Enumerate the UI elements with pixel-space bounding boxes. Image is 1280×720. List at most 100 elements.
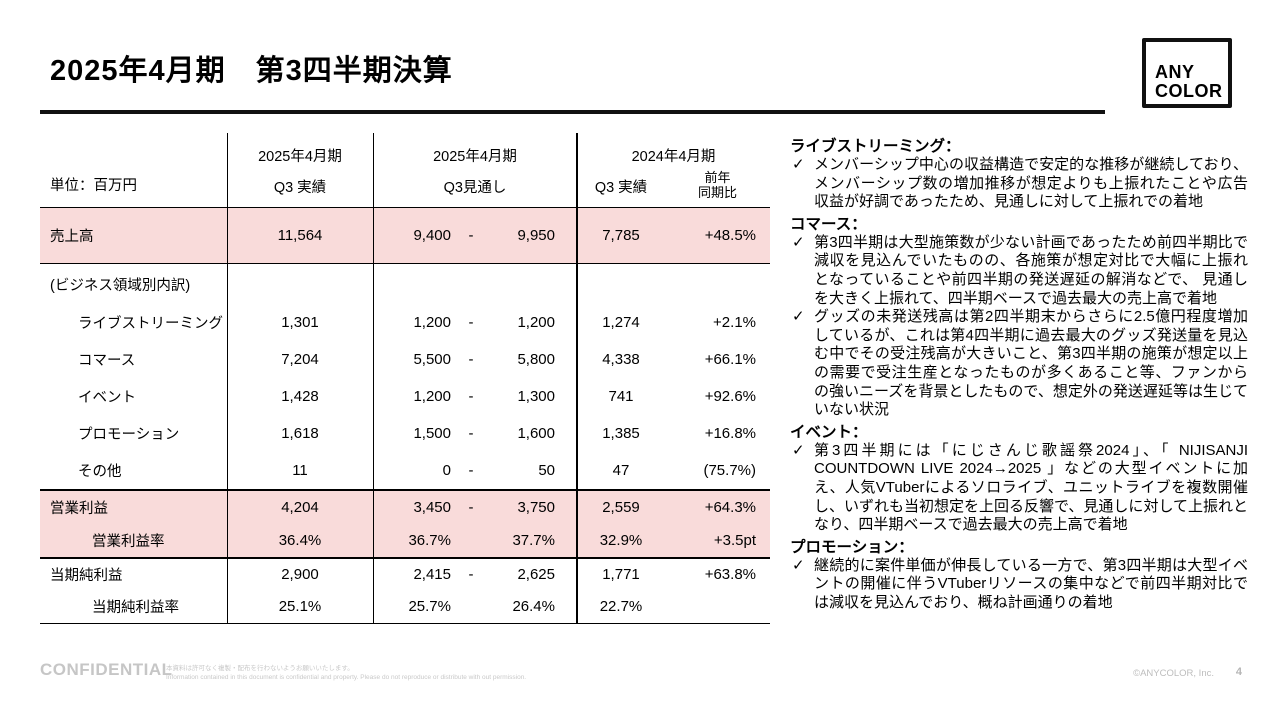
forecast-low: 25.7% — [408, 598, 451, 615]
row-label: コマース — [78, 353, 136, 369]
check-icon: ✓ — [792, 308, 805, 326]
bullet-item: ✓ 第3四半期は大型施策数が少ない計画であったため前四半期比で減収を見込んでいた… — [790, 234, 1248, 308]
bullet-text: 第3四半期には「にじさんじ歌謡祭2024」、「 NIJISANJI COUNTD… — [814, 441, 1248, 534]
cell-q3-actual: 11 — [292, 462, 308, 479]
section-bullets: ✓ メンバーシップ中心の収益構造で安定的な推移が継続しており、メンバーシップ数の… — [790, 156, 1248, 212]
commentary-section: イベント： ✓ 第3四半期には「にじさんじ歌謡祭2024」、「 NIJISANJ… — [790, 423, 1248, 535]
forecast-low: 5,500 — [413, 351, 451, 368]
row-label: その他 — [78, 464, 122, 480]
section-bullets: ✓ 第3四半期には「にじさんじ歌謡祭2024」、「 NIJISANJI COUN… — [790, 442, 1248, 535]
section-bullets: ✓ 継続的に案件単価が伸長している一方で、第3四半期は大型イベントの開催に伴うV… — [790, 557, 1248, 613]
cell-q3-actual: 1,428 — [281, 388, 319, 405]
forecast-low: 1,200 — [413, 388, 451, 405]
bullet-item: ✓ メンバーシップ中心の収益構造で安定的な推移が継続しており、メンバーシップ数の… — [790, 156, 1248, 212]
unit-label: 単位：百万円 — [50, 178, 137, 194]
forecast-dash: - — [468, 462, 474, 479]
cell-yoy-change: +48.5% — [704, 227, 756, 244]
title-underline — [40, 110, 1105, 114]
cell-q3-forecast: 0 - 50 — [373, 462, 577, 479]
column-header-fy2025-forecast: 2025年4月期 Q3見通し — [373, 133, 577, 207]
forecast-low: 2,415 — [413, 566, 451, 583]
cell-q3-actual: 2,900 — [281, 566, 319, 583]
bullet-item: ✓ 継続的に案件単価が伸長している一方で、第3四半期は大型イベントの開催に伴うV… — [790, 557, 1248, 613]
forecast-low: 36.7% — [408, 531, 451, 549]
bullet-text: 第3四半期は大型施策数が少ない計画であったため前四半期比で減収を見込んでいたもの… — [814, 233, 1248, 307]
col1-sub: Q3 実績 — [273, 180, 327, 196]
table-rows: 売上高 11,564 9,400 - 9,950 7,785 +48.5% (ビ… — [40, 208, 770, 623]
col4-sub: 前年 同期比 — [665, 170, 770, 201]
cell-yoy-change: (75.7%) — [703, 462, 756, 479]
cell-prior-year-actual: 47 — [612, 462, 630, 479]
row-label: ライブストリーミング — [78, 316, 223, 332]
forecast-low: 1,200 — [413, 314, 451, 331]
commentary-section: ライブストリーミング： ✓ メンバーシップ中心の収益構造で安定的な推移が継続して… — [790, 137, 1248, 212]
anycolor-logo-text: ANY COLOR — [1155, 63, 1223, 101]
cell-q3-actual: 11,564 — [277, 227, 323, 244]
cell-prior-year-actual: 741 — [608, 388, 634, 405]
forecast-low: 1,500 — [413, 425, 451, 442]
table-row: 営業利益率 36.4% 36.7% 37.7% 32.9% +3.5pt — [40, 523, 770, 557]
row-label: 営業利益率 — [92, 533, 165, 550]
check-icon: ✓ — [792, 156, 805, 173]
table-row: 当期純利益 2,900 2,415 - 2,625 1,771 +63.8% — [40, 557, 770, 590]
cell-prior-year-actual: 32.9% — [599, 531, 643, 549]
disclaimer: 本資料は許可なく複製・配布を行わないようお願いいたします。 Informatio… — [166, 664, 526, 682]
cell-q3-actual: 36.4% — [278, 531, 322, 549]
cell-yoy-change: +64.3% — [704, 498, 756, 516]
cell-prior-year-actual: 1,771 — [602, 566, 640, 583]
col4-sub-line2: 同期比 — [697, 185, 737, 201]
cell-q3-actual: 1,618 — [281, 425, 319, 442]
section-heading: プロモーション： — [790, 538, 914, 556]
forecast-dash: - — [468, 351, 474, 368]
section-heading: イベント： — [790, 423, 868, 441]
cell-q3-actual: 25.1% — [278, 598, 322, 615]
cell-q3-forecast: 5,500 - 5,800 — [373, 351, 577, 368]
cell-q3-actual: 1,301 — [281, 314, 319, 331]
check-icon: ✓ — [792, 556, 805, 574]
table-row: プロモーション 1,618 1,500 - 1,600 1,385 +16.8% — [40, 415, 770, 452]
confidential-label: CONFIDENTIAL — [40, 660, 173, 679]
forecast-dash: - — [468, 425, 474, 442]
commentary-section: コマース： ✓ 第3四半期は大型施策数が少ない計画であったため前四半期比で減収を… — [790, 215, 1248, 420]
table-header: 単位：百万円 2025年4月期 Q3 実績 2025年4月期 Q3見通し 202… — [40, 133, 770, 208]
check-icon: ✓ — [792, 441, 805, 459]
forecast-high: 5,800 — [517, 351, 555, 368]
cell-yoy-change: +66.1% — [704, 351, 756, 368]
cell-q3-forecast: 9,400 - 9,950 — [373, 227, 577, 244]
col1-period: 2025年4月期 — [258, 149, 342, 165]
table-divider-3 — [576, 133, 578, 623]
row-label: 当期純利益率 — [92, 600, 179, 616]
section-heading: コマース： — [790, 215, 867, 233]
table-row: ライブストリーミング 1,301 1,200 - 1,200 1,274 +2.… — [40, 304, 770, 341]
financial-results-table: 単位：百万円 2025年4月期 Q3 実績 2025年4月期 Q3見通し 202… — [40, 133, 770, 624]
bullet-text: 継続的に案件単価が伸長している一方で、第3四半期は大型イベントの開催に伴うVTu… — [814, 556, 1248, 611]
row-label: 売上高 — [50, 229, 94, 245]
bullet-item: ✓ 第3四半期には「にじさんじ歌謡祭2024」、「 NIJISANJI COUN… — [790, 442, 1248, 535]
commentary-panel: ライブストリーミング： ✓ メンバーシップ中心の収益構造で安定的な推移が継続して… — [790, 134, 1248, 612]
logo-line-2: COLOR — [1155, 81, 1223, 101]
row-label: 営業利益 — [50, 500, 108, 517]
cell-q3-forecast: 25.7% 26.4% — [373, 598, 577, 615]
forecast-low: 0 — [442, 462, 451, 479]
col3-sub: Q3 実績 — [594, 180, 648, 196]
cell-q3-actual: 4,204 — [281, 498, 319, 516]
cell-q3-forecast: 3,450 - 3,750 — [373, 499, 577, 516]
table-divider-1 — [227, 133, 228, 623]
section-heading: ライブストリーミング： — [790, 138, 961, 155]
cell-prior-year-actual: 22.7% — [599, 598, 643, 615]
cell-yoy-change: +92.6% — [704, 388, 756, 405]
col3-subheaders: Q3 実績 前年 同期比 — [577, 170, 770, 201]
col4-sub-line1: 前年 — [704, 170, 731, 186]
column-header-fy2025-actual: 2025年4月期 Q3 実績 — [227, 133, 373, 207]
cell-prior-year-actual: 4,338 — [602, 351, 640, 368]
cell-q3-forecast: 1,200 - 1,200 — [373, 314, 577, 331]
forecast-high: 50 — [538, 462, 555, 479]
forecast-dash: - — [468, 498, 474, 516]
logo-line-1: ANY — [1155, 62, 1195, 82]
copyright-label: ©ANYCOLOR, Inc. — [1133, 668, 1214, 679]
anycolor-logo: ANY COLOR — [1142, 38, 1232, 108]
cell-q3-forecast: 36.7% 37.7% — [373, 532, 577, 549]
col2-period: 2025年4月期 — [433, 149, 517, 165]
table-row: コマース 7,204 5,500 - 5,800 4,338 +66.1% — [40, 341, 770, 378]
